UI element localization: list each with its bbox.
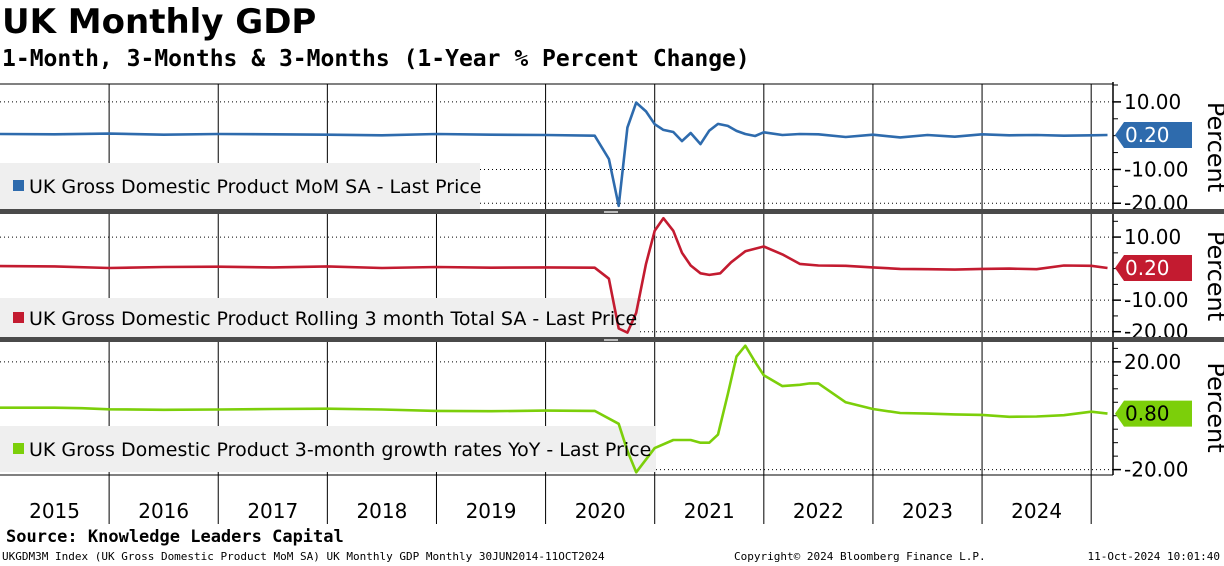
- source-note: Source: Knowledge Leaders Capital: [6, 527, 344, 547]
- legend-label: UK Gross Domestic Product Rolling 3 mont…: [29, 308, 637, 330]
- chart-subtitle: 1-Month, 3-Months & 3-Months (1-Year % P…: [2, 46, 750, 72]
- last-value-tag: [1115, 254, 1192, 281]
- legend-swatch: [13, 443, 24, 454]
- y-tick-label: 10.00: [1124, 90, 1181, 114]
- y-axis-title: Percent: [1202, 102, 1224, 192]
- legend-box: [0, 298, 640, 338]
- x-tick-label: 2017: [247, 499, 298, 523]
- footer-ticker-info: UKGDM3M Index (UK Gross Domestic Product…: [2, 550, 605, 563]
- x-tick-label: 2024: [1011, 499, 1062, 523]
- legend-label: UK Gross Domestic Product MoM SA - Last …: [29, 176, 482, 198]
- y-tick-label: 10.00: [1124, 225, 1181, 249]
- y-tick-label: -10.00: [1124, 288, 1188, 312]
- last-value-tag: [1115, 400, 1192, 427]
- last-value-label: 0.20: [1125, 123, 1170, 147]
- x-tick-label: 2021: [684, 499, 735, 523]
- x-tick-label: 2022: [793, 499, 844, 523]
- y-tick-label: -10.00: [1124, 157, 1188, 181]
- y-tick-label: 20.00: [1124, 350, 1181, 374]
- x-tick-label: 2023: [902, 499, 953, 523]
- footer-copyright: Copyright© 2024 Bloomberg Finance L.P.: [734, 550, 986, 563]
- x-tick-label: 2015: [29, 499, 80, 523]
- rolling-panel-series-line: [0, 216, 1108, 334]
- yoy-panel-series-line: [0, 344, 1108, 474]
- footer-timestamp: 11-Oct-2024 10:01:40: [1087, 550, 1220, 563]
- y-axis-title: Percent: [1202, 231, 1224, 321]
- legend-label: UK Gross Domestic Product 3-month growth…: [29, 439, 651, 461]
- legend-swatch: [13, 180, 24, 191]
- y-axis-title: Percent: [1202, 362, 1224, 452]
- y-tick-label: -20.00: [1124, 458, 1188, 482]
- last-value-label: 0.20: [1125, 256, 1170, 280]
- x-tick-label: 2019: [466, 499, 517, 523]
- panel-splitter-handle: [604, 339, 618, 341]
- mom-panel-series-line: [0, 101, 1108, 208]
- x-tick-label: 2020: [575, 499, 626, 523]
- legend-box: [0, 426, 656, 472]
- chart-title: UK Monthly GDP: [2, 2, 317, 42]
- legend-box: [0, 163, 480, 209]
- last-value-label: 0.80: [1125, 402, 1170, 426]
- last-value-tag: [1115, 122, 1192, 148]
- legend-swatch: [13, 312, 24, 323]
- x-tick-label: 2018: [356, 499, 407, 523]
- panel-splitter-handle: [604, 211, 618, 213]
- x-tick-label: 2016: [138, 499, 189, 523]
